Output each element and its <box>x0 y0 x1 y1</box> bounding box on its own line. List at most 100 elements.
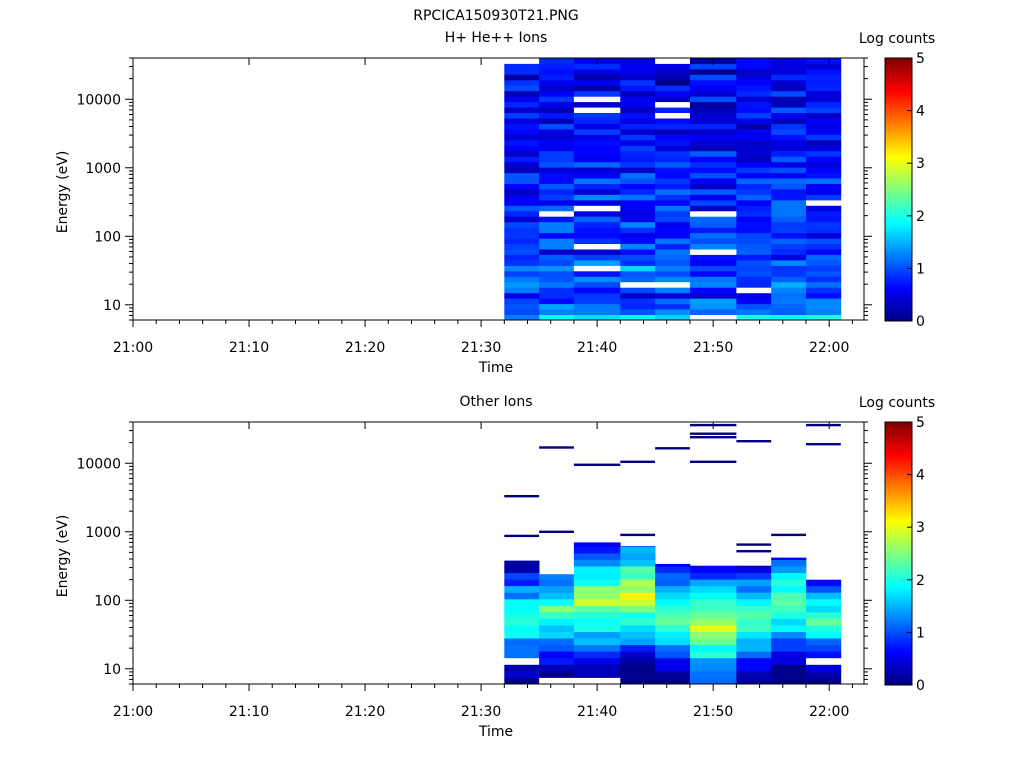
heatmap-cell <box>690 85 737 92</box>
heatmap-cell <box>539 677 575 685</box>
colorbar-step <box>885 579 912 583</box>
heatmap-cell <box>620 579 656 587</box>
heatmap-cell <box>620 156 656 163</box>
colorbar-step <box>885 661 912 665</box>
colorbar-step <box>885 645 912 649</box>
heatmap-cell <box>655 292 691 299</box>
heatmap-cell <box>573 189 621 195</box>
heatmap-cell <box>620 123 656 130</box>
heatmap-cell <box>806 625 842 632</box>
heatmap-cell <box>736 68 772 75</box>
heatmap-cell <box>736 210 772 217</box>
x-tick-label: 21:00 <box>113 704 153 720</box>
heatmap-cell <box>539 270 575 277</box>
heatmap-cell <box>655 287 691 294</box>
y-tick-label: 10 <box>103 298 121 314</box>
heatmap-cell <box>655 592 691 600</box>
heatmap-cell <box>539 74 575 81</box>
heatmap-cell <box>573 631 621 639</box>
heatmap-cell <box>573 85 621 92</box>
y-axis-ticks-bottom: 10 100 1000 10000 <box>76 421 872 685</box>
heatmap-cell <box>806 58 842 64</box>
heatmap-cell <box>690 221 737 228</box>
colorbar-step <box>885 213 912 217</box>
colorbar-step <box>885 429 912 434</box>
heatmap-cell <box>736 189 772 195</box>
heatmap-cell <box>736 254 772 261</box>
colorbar-step <box>885 147 912 151</box>
heatmap-cell <box>690 565 737 567</box>
heatmap-cell <box>690 79 737 86</box>
heatmap-cell <box>771 605 807 613</box>
heatmap-cell <box>736 134 772 141</box>
heatmap-cell <box>655 101 691 108</box>
heatmap-cell <box>573 254 621 261</box>
colorbar-step <box>885 84 912 88</box>
heatmap-cell <box>690 210 737 217</box>
colorbar-step <box>885 508 912 512</box>
heatmap-cell <box>806 260 842 266</box>
heatmap-cell <box>539 265 575 272</box>
colorbar-step <box>885 450 912 455</box>
heatmap-cell <box>504 167 540 174</box>
heatmap-cell <box>690 145 737 152</box>
heatmap-cell <box>690 657 737 665</box>
heatmap-cell <box>655 216 691 223</box>
colorbar-step <box>885 608 912 612</box>
y-tick-label: 10 <box>103 662 121 678</box>
colorbar-step <box>885 592 912 597</box>
colorbar-step <box>885 173 912 177</box>
heatmap-cell <box>690 107 737 113</box>
colorbar-step <box>885 537 912 541</box>
heatmap-cell <box>655 112 691 119</box>
colorbar-step <box>885 587 912 591</box>
heatmap-cell <box>771 205 807 212</box>
heatmap-cell <box>736 618 772 626</box>
colorbar-step <box>885 474 912 478</box>
x-tick-label: 21:40 <box>577 340 617 356</box>
heatmap-cell <box>539 58 575 64</box>
colorbar-step <box>885 121 912 125</box>
colorbar-step <box>885 582 912 586</box>
colorbar-step <box>885 514 912 518</box>
heatmap-cell <box>806 631 842 639</box>
heatmap-cell <box>539 101 575 108</box>
colorbar-step <box>885 294 912 298</box>
heatmap-cell <box>690 101 737 108</box>
x-tick-label: 21:30 <box>461 340 501 356</box>
colorbar-step <box>885 506 912 510</box>
heatmap-cell <box>655 58 691 64</box>
heatmap-cell <box>736 63 772 70</box>
heatmap-cell <box>655 572 691 580</box>
heatmap-cell <box>736 199 772 206</box>
heatmap-cell <box>690 232 737 239</box>
heatmap-cell <box>573 68 621 75</box>
heatmap-cell <box>806 270 842 277</box>
trace-cell <box>620 460 656 463</box>
colorbar-step <box>885 535 912 539</box>
heatmap-cell <box>504 107 540 113</box>
colorbar-step <box>885 448 912 452</box>
colorbar-step <box>885 621 912 626</box>
colorbar-step <box>885 318 912 322</box>
heatmap-cell <box>806 85 842 92</box>
colorbar-step <box>885 440 912 444</box>
heatmap-cell <box>573 79 621 86</box>
colorbar-step <box>885 244 912 248</box>
heatmap-cell <box>655 205 691 212</box>
colorbar-step <box>885 160 912 164</box>
heatmap-cell <box>539 90 575 97</box>
colorbar-step <box>885 307 912 311</box>
heatmap-cell <box>620 657 656 665</box>
colorbar-step <box>885 257 912 262</box>
heatmap-cell <box>504 63 540 70</box>
heatmap-cell <box>736 612 772 619</box>
heatmap-cell <box>573 309 621 315</box>
heatmap-cell <box>736 309 772 315</box>
heatmap-cell <box>573 260 621 266</box>
heatmap-cell <box>504 118 540 124</box>
heatmap-cell <box>690 677 737 685</box>
heatmap-cell <box>504 172 540 179</box>
heatmap-cell <box>690 134 737 141</box>
heatmap-cell <box>690 68 737 75</box>
